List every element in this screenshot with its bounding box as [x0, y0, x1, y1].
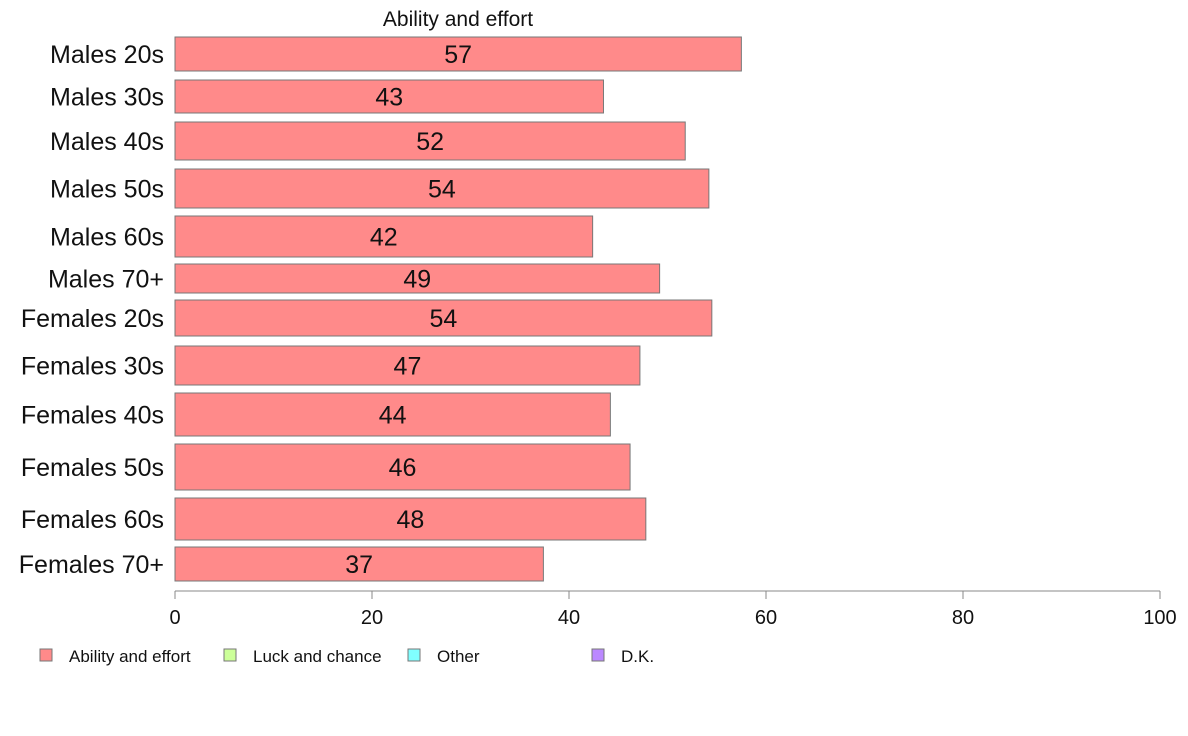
data-label: 46	[389, 454, 417, 482]
bar	[174, 215, 594, 258]
data-label: 57	[444, 41, 472, 69]
x-tick-label: 80	[952, 607, 974, 629]
chart-title: Ability and effort	[383, 8, 533, 31]
bar	[174, 263, 661, 294]
x-tick-label: 20	[361, 607, 383, 629]
x-tick-label: 60	[755, 607, 777, 629]
bar	[174, 345, 641, 386]
data-label: 37	[345, 551, 373, 579]
category-label: Females 30s	[21, 353, 164, 381]
x-axis: 0 20 40 60 80 100	[169, 590, 1177, 629]
category-label: Males 30s	[50, 84, 164, 112]
bar	[174, 299, 713, 337]
legend: Ability and effort Luck and chance Other D.…	[39, 647, 654, 666]
data-label: 52	[416, 128, 444, 156]
category-label: Females 70+	[19, 551, 164, 579]
category-label: Males 60s	[50, 224, 164, 252]
category-label: Females 20s	[21, 305, 164, 333]
data-label: 44	[379, 402, 407, 430]
legend-label: D.K.	[621, 647, 654, 666]
bar	[174, 443, 631, 491]
legend-label: Luck and chance	[253, 647, 382, 666]
data-label: 49	[403, 266, 431, 294]
legend-label: Other	[437, 647, 480, 666]
bar	[174, 121, 686, 161]
data-label: 47	[394, 353, 422, 381]
bar	[174, 497, 647, 541]
category-label: Males 50s	[50, 176, 164, 204]
bar	[174, 36, 742, 72]
bar	[174, 168, 710, 209]
legend-swatch	[591, 648, 605, 662]
data-label: 42	[370, 224, 398, 252]
bars	[174, 36, 742, 582]
category-label: Males 70+	[48, 266, 164, 294]
x-tick-label: 40	[558, 607, 580, 629]
legend-swatch	[39, 648, 53, 662]
legend-swatch	[223, 648, 237, 662]
data-label: 54	[430, 305, 458, 333]
data-label: 43	[375, 84, 403, 112]
data-label: 54	[428, 176, 456, 204]
category-label: Females 40s	[21, 402, 164, 430]
legend-label: Ability and effort	[69, 647, 191, 666]
category-label: Females 60s	[21, 506, 164, 534]
legend-swatch	[407, 648, 421, 662]
bar	[174, 392, 611, 437]
category-label: Females 50s	[21, 454, 164, 482]
category-label: Males 40s	[50, 128, 164, 156]
data-label: 48	[397, 506, 425, 534]
bar	[174, 546, 544, 582]
category-label: Males 20s	[50, 41, 164, 69]
category-labels: Males 20s Males 30s Males 40s Males 50s Male…	[19, 41, 164, 579]
x-tick-label: 100	[1143, 607, 1176, 629]
bar	[174, 79, 604, 114]
x-tick-label: 0	[169, 607, 180, 629]
